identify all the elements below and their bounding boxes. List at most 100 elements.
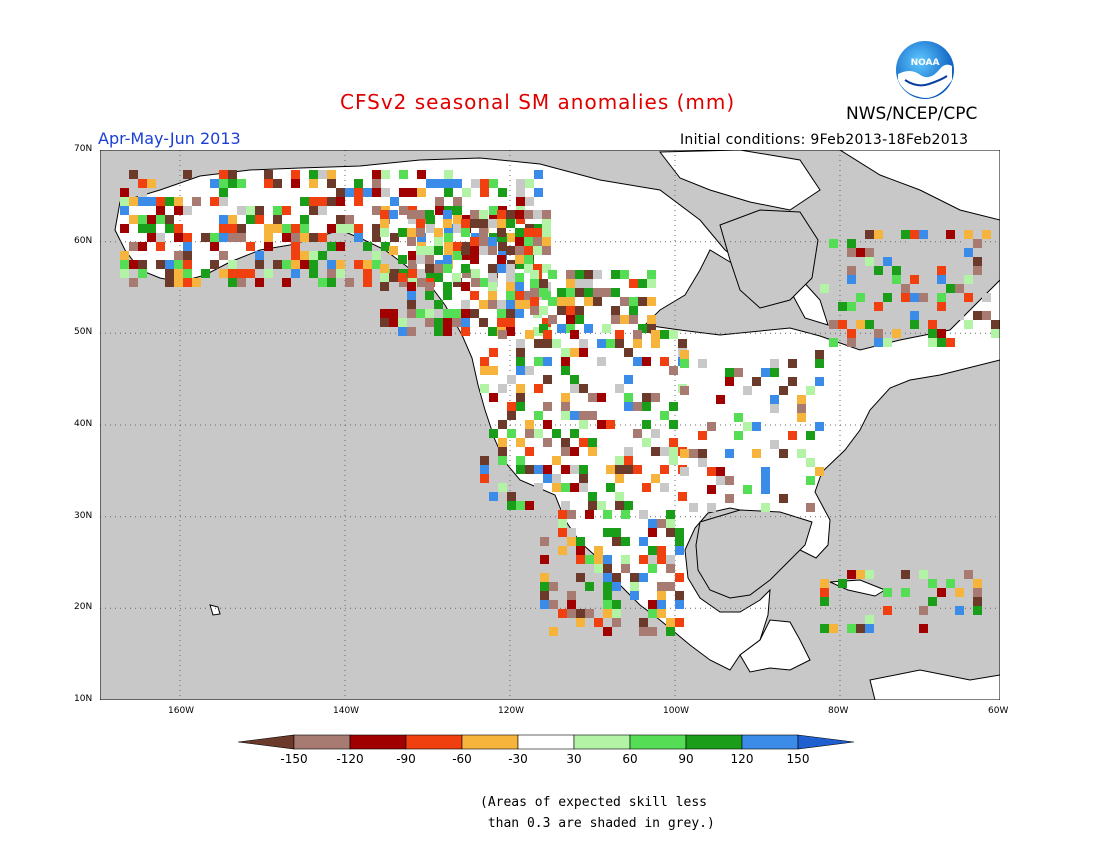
- anomaly-cell: [237, 224, 246, 233]
- anomaly-cell: [443, 255, 452, 264]
- anomaly-cell: [847, 248, 856, 257]
- anomaly-cell: [138, 269, 147, 278]
- anomaly-cell: [345, 215, 354, 224]
- anomaly-cell: [488, 273, 497, 282]
- anomaly-cell: [524, 291, 533, 300]
- anomaly-cell: [585, 510, 594, 519]
- anomaly-cell: [752, 377, 761, 386]
- anomaly-cell: [120, 224, 129, 233]
- anomaly-cell: [603, 627, 612, 636]
- anomaly-cell: [408, 188, 417, 197]
- anomaly-cell: [425, 309, 434, 318]
- anomaly-cell: [660, 357, 669, 366]
- legend-swatch: [573, 734, 631, 750]
- anomaly-cell: [524, 255, 533, 264]
- anomaly-cell: [570, 375, 579, 384]
- anomaly-cell: [210, 260, 219, 269]
- anomaly-cell: [820, 579, 829, 588]
- anomaly-cell: [470, 210, 479, 219]
- anomaly-cell: [543, 357, 552, 366]
- anomaly-cell: [638, 279, 647, 288]
- anomaly-cell: [192, 278, 201, 287]
- anomaly-cell: [452, 309, 461, 318]
- anomaly-cell: [255, 215, 264, 224]
- latitude-label: 40N: [74, 419, 93, 429]
- anomaly-cell: [829, 338, 838, 347]
- anomaly-cell: [498, 420, 507, 429]
- anomaly-cell: [797, 413, 806, 422]
- anomaly-cell: [516, 260, 525, 269]
- anomaly-cell: [515, 246, 524, 255]
- skill-note-line1: (Areas of expected skill less: [480, 795, 707, 810]
- anomaly-cell: [506, 318, 515, 327]
- anomaly-cell: [210, 242, 219, 251]
- anomaly-cell: [575, 306, 584, 315]
- anomaly-cell: [318, 206, 327, 215]
- anomaly-cell: [666, 627, 675, 636]
- map-panel: [99, 149, 1001, 704]
- anomaly-cell: [575, 315, 584, 324]
- anomaly-cell: [761, 485, 770, 494]
- anomaly-cell: [838, 320, 847, 329]
- anomaly-cell: [219, 188, 228, 197]
- legend-tick-label: -30: [508, 752, 528, 766]
- anomaly-cell: [629, 315, 638, 324]
- anomaly-cell: [633, 339, 642, 348]
- anomaly-cell: [603, 573, 612, 582]
- anomaly-cell: [407, 228, 416, 237]
- anomaly-cell: [761, 476, 770, 485]
- anomaly-cell: [602, 288, 611, 297]
- anomaly-cell: [462, 251, 471, 260]
- anomaly-cell: [138, 197, 147, 206]
- anomaly-cell: [579, 384, 588, 393]
- anomaly-cell: [579, 348, 588, 357]
- anomaly-cell: [815, 350, 824, 359]
- anomaly-cell: [156, 260, 165, 269]
- anomaly-cell: [633, 357, 642, 366]
- anomaly-cell: [318, 233, 327, 242]
- anomaly-cell: [516, 465, 525, 474]
- anomaly-cell: [579, 483, 588, 492]
- anomaly-cell: [498, 384, 507, 393]
- anomaly-cell: [558, 546, 567, 555]
- anomaly-cell: [540, 537, 549, 546]
- anomaly-cell: [524, 300, 533, 309]
- anomaly-cell: [752, 449, 761, 458]
- anomaly-cell: [309, 179, 318, 188]
- anomaly-cell: [815, 377, 824, 386]
- anomaly-cell: [425, 246, 434, 255]
- anomaly-cell: [910, 320, 919, 329]
- anomaly-cell: [300, 251, 309, 260]
- anomaly-cell: [820, 588, 829, 597]
- anomaly-cell: [389, 309, 398, 318]
- anomaly-cell: [498, 188, 507, 197]
- anomaly-cell: [561, 357, 570, 366]
- anomaly-cell: [901, 230, 910, 239]
- anomaly-cell: [620, 297, 629, 306]
- anomaly-cell: [675, 546, 684, 555]
- anomaly-cell: [570, 447, 579, 456]
- anomaly-cell: [561, 402, 570, 411]
- anomaly-cell: [480, 188, 489, 197]
- anomaly-cell: [856, 570, 865, 579]
- anomaly-cell: [964, 239, 973, 248]
- anomaly-cell: [865, 248, 874, 257]
- anomaly-cell: [489, 393, 498, 402]
- anomaly-cell: [183, 260, 192, 269]
- anomaly-cell: [892, 266, 901, 275]
- anomaly-cell: [480, 384, 489, 393]
- anomaly-cell: [639, 627, 648, 636]
- anomaly-cell: [707, 422, 716, 431]
- map-title: CFSv2 seasonal SM anomalies (mm): [340, 90, 736, 114]
- anomaly-cell: [937, 329, 946, 338]
- anomaly-cell: [471, 269, 480, 278]
- anomaly-cell: [147, 179, 156, 188]
- anomaly-cell: [557, 288, 566, 297]
- anomaly-cell: [291, 269, 300, 278]
- anomaly-cell: [540, 555, 549, 564]
- anomaly-cell: [612, 618, 621, 627]
- anomaly-cell: [228, 215, 237, 224]
- anomaly-cell: [689, 449, 698, 458]
- anomaly-cell: [444, 188, 453, 197]
- anomaly-cell: [937, 266, 946, 275]
